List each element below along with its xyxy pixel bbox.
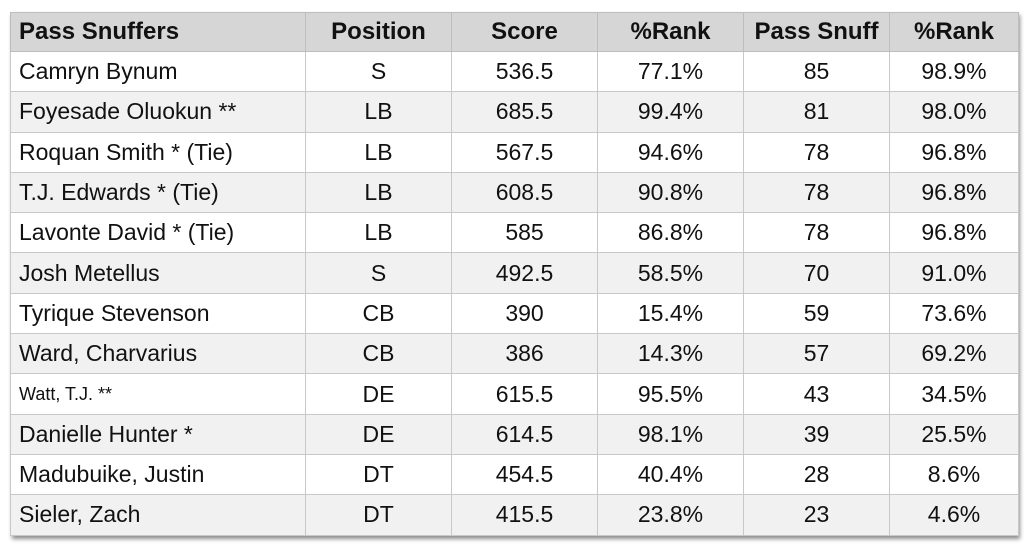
cell-score-rank: 77.1% [597,50,744,93]
cell-score: 567.5 [451,131,598,173]
cell-score-rank: 14.3% [597,333,744,375]
header-pass-snuff-rank[interactable]: %Rank [889,12,1019,52]
cell-pass-snuff: 39 [743,413,890,455]
cell-pass-snuff-rank: 34.5% [889,373,1019,415]
cell-score: 615.5 [451,373,598,415]
cell-player-name: Lavonte David * (Tie) [10,212,306,254]
table-body: Camryn Bynum S 536.5 77.1% 85 98.9% Foyesade O… [10,50,1019,536]
table-row: Ward, Charvarius CB 386 14.3% 57 69.2% [10,333,1019,375]
cell-player-name: T.J. Edwards * (Tie) [10,171,306,214]
cell-score: 536.5 [451,50,598,93]
cell-player-name: Sieler, Zach [10,494,306,536]
cell-player-name: Madubuike, Justin [10,453,306,496]
cell-player-name: Foyesade Oluokun ** [10,91,306,133]
cell-score: 492.5 [451,252,598,294]
cell-score: 585 [451,212,598,254]
cell-pass-snuff-rank: 25.5% [889,413,1019,455]
cell-score-rank: 99.4% [597,91,744,133]
header-score[interactable]: Score [451,12,598,52]
cell-pass-snuff: 78 [743,131,890,173]
cell-pass-snuff: 70 [743,252,890,294]
cell-position: LB [305,131,452,173]
cell-position: DE [305,373,452,415]
table-row: Tyrique Stevenson CB 390 15.4% 59 73.6% [10,292,1019,335]
cell-pass-snuff-rank: 96.8% [889,212,1019,254]
cell-pass-snuff: 23 [743,494,890,536]
cell-position: CB [305,333,452,375]
cell-score-rank: 94.6% [597,131,744,173]
pass-snuffers-table-container: Pass Snuffers Position Score %Rank Pass … [10,12,1019,536]
table-row: Foyesade Oluokun ** LB 685.5 99.4% 81 98.0% [10,91,1019,133]
cell-score-rank: 98.1% [597,413,744,455]
cell-pass-snuff: 59 [743,292,890,335]
cell-position: LB [305,171,452,214]
table-row: T.J. Edwards * (Tie) LB 608.5 90.8% 78 96.8% [10,171,1019,214]
cell-pass-snuff: 28 [743,453,890,496]
cell-player-name: Danielle Hunter * [10,413,306,455]
cell-score: 454.5 [451,453,598,496]
cell-position: CB [305,292,452,335]
cell-score-rank: 58.5% [597,252,744,294]
table-row: Lavonte David * (Tie) LB 585 86.8% 78 96.8% [10,212,1019,254]
header-player[interactable]: Pass Snuffers [10,12,306,52]
cell-position: S [305,50,452,93]
cell-position: DE [305,413,452,455]
table-row: Josh Metellus S 492.5 58.5% 70 91.0% [10,252,1019,294]
cell-score: 390 [451,292,598,335]
cell-score-rank: 23.8% [597,494,744,536]
header-score-rank[interactable]: %Rank [597,12,744,52]
cell-score-rank: 40.4% [597,453,744,496]
cell-score-rank: 86.8% [597,212,744,254]
header-pass-snuff[interactable]: Pass Snuff [743,12,890,52]
cell-position: LB [305,212,452,254]
cell-pass-snuff: 81 [743,91,890,133]
cell-player-name: Ward, Charvarius [10,333,306,375]
cell-pass-snuff: 78 [743,212,890,254]
cell-score-rank: 15.4% [597,292,744,335]
cell-score: 386 [451,333,598,375]
table-row: Sieler, Zach DT 415.5 23.8% 23 4.6% [10,494,1019,536]
cell-position: LB [305,91,452,133]
cell-pass-snuff-rank: 96.8% [889,171,1019,214]
table-row: Roquan Smith * (Tie) LB 567.5 94.6% 78 96.8% [10,131,1019,173]
cell-pass-snuff: 85 [743,50,890,93]
cell-pass-snuff-rank: 69.2% [889,333,1019,375]
header-position[interactable]: Position [305,12,452,52]
cell-position: DT [305,453,452,496]
cell-pass-snuff-rank: 98.9% [889,50,1019,93]
cell-score: 685.5 [451,91,598,133]
cell-pass-snuff-rank: 98.0% [889,91,1019,133]
cell-player-name: Tyrique Stevenson [10,292,306,335]
cell-pass-snuff: 57 [743,333,890,375]
cell-score: 608.5 [451,171,598,214]
cell-pass-snuff-rank: 96.8% [889,131,1019,173]
cell-score: 415.5 [451,494,598,536]
cell-pass-snuff-rank: 4.6% [889,494,1019,536]
cell-score-rank: 90.8% [597,171,744,214]
cell-pass-snuff: 43 [743,373,890,415]
cell-pass-snuff-rank: 91.0% [889,252,1019,294]
cell-player-name: Camryn Bynum [10,50,306,93]
cell-position: S [305,252,452,294]
cell-score-rank: 95.5% [597,373,744,415]
cell-score: 614.5 [451,413,598,455]
table-row: Camryn Bynum S 536.5 77.1% 85 98.9% [10,50,1019,93]
cell-player-name: Watt, T.J. ** [10,373,306,415]
table-row: Watt, T.J. ** DE 615.5 95.5% 43 34.5% [10,373,1019,415]
cell-pass-snuff-rank: 73.6% [889,292,1019,335]
cell-pass-snuff: 78 [743,171,890,214]
cell-pass-snuff-rank: 8.6% [889,453,1019,496]
table-row: Madubuike, Justin DT 454.5 40.4% 28 8.6% [10,453,1019,496]
cell-player-name: Roquan Smith * (Tie) [10,131,306,173]
pass-snuffers-table: Pass Snuffers Position Score %Rank Pass … [10,12,1019,536]
header-row: Pass Snuffers Position Score %Rank Pass … [10,12,1019,52]
table-row: Danielle Hunter * DE 614.5 98.1% 39 25.5% [10,413,1019,455]
cell-player-name: Josh Metellus [10,252,306,294]
cell-position: DT [305,494,452,536]
